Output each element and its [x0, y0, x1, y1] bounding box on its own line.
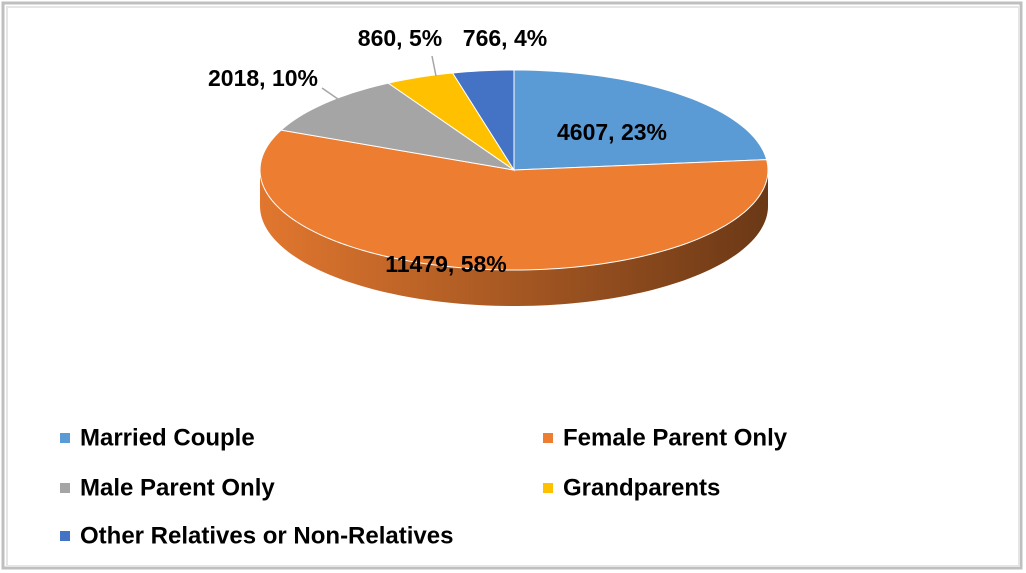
leader-line: [321, 87, 349, 107]
chart-frame-inner: [6, 6, 1020, 567]
legend-swatch: [60, 531, 70, 541]
slice-side-shade: [260, 170, 768, 306]
pie: 4607, 23% 11479, 58% 2018, 10% 860, 5% 766, …: [208, 25, 769, 306]
legend-swatch: [60, 433, 70, 443]
data-label: 11479, 58%: [385, 251, 507, 277]
legend: Married Couple Female Parent Only Male Par…: [60, 424, 788, 549]
slice: [451, 69, 515, 172]
legend-label: Female Parent Only: [563, 424, 788, 451]
leader-line: [431, 55, 437, 77]
slice: [259, 129, 769, 271]
legend-swatch: [543, 483, 553, 493]
legend-swatch: [543, 433, 553, 443]
data-label: 2018, 10%: [208, 65, 318, 91]
slice: [513, 69, 768, 171]
legend-label: Married Couple: [80, 424, 255, 451]
legend-label: Grandparents: [563, 474, 720, 501]
data-label: 860, 5%: [358, 25, 442, 51]
legend-label: Other Relatives or Non-Relatives: [80, 522, 453, 549]
slice: [279, 82, 515, 171]
data-label: 4607, 23%: [557, 119, 667, 145]
legend-label: Male Parent Only: [80, 474, 275, 501]
slice: [387, 72, 515, 171]
data-label: 766, 4%: [463, 25, 547, 51]
legend-swatch: [60, 483, 70, 493]
